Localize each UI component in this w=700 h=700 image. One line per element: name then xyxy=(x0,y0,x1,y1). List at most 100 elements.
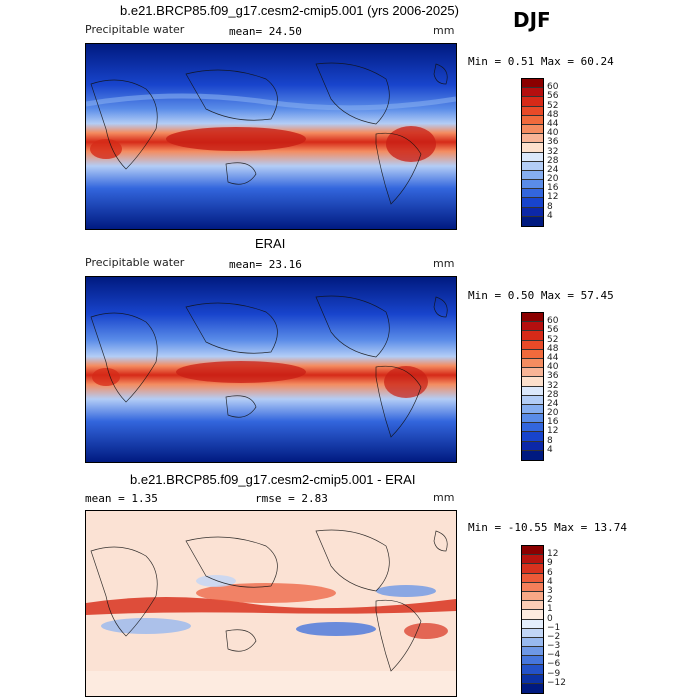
colorbar-tick-label: 20 xyxy=(547,408,559,419)
colorbar-swatch xyxy=(522,152,543,162)
panel1-map xyxy=(85,43,457,230)
colorbar-swatch xyxy=(522,674,543,684)
panel1-max-label: Max = xyxy=(540,55,574,68)
colorbar-tick-label: −2 xyxy=(547,631,561,642)
panel1-max-value: 60.24 xyxy=(580,55,614,68)
colorbar-swatch xyxy=(522,647,543,657)
panel3-title: b.e21.BRCP85.f09_g17.cesm2-cmip5.001 - E… xyxy=(130,472,416,487)
panel2-mean-value: 23.16 xyxy=(268,258,302,271)
colorbar-swatch xyxy=(522,198,543,208)
colorbar-tick-label: 8 xyxy=(547,435,553,446)
colorbar-swatch xyxy=(522,546,543,556)
colorbar-tick-label: 36 xyxy=(547,137,559,148)
colorbar-tick-label: 60 xyxy=(547,316,559,327)
colorbar-swatch xyxy=(522,564,543,574)
colorbar-tick-label: 40 xyxy=(547,362,559,373)
colorbar-swatch xyxy=(522,423,543,433)
colorbar-swatch xyxy=(522,656,543,666)
panel1-min-label: Min = xyxy=(468,55,502,68)
colorbar-tick-label: 24 xyxy=(547,398,559,409)
colorbar-tick-label: 28 xyxy=(547,389,559,400)
colorbar-swatch xyxy=(522,216,543,226)
panel2-title: ERAI xyxy=(255,236,286,251)
panel1-units: mm xyxy=(433,24,455,37)
colorbar-tick-label: 8 xyxy=(547,201,553,212)
colorbar-tick-label: −1 xyxy=(547,622,561,633)
colorbar-swatch xyxy=(522,143,543,153)
colorbar-swatch xyxy=(522,610,543,620)
panel1-mean-value: 24.50 xyxy=(268,25,302,38)
colorbar-tick-label: 44 xyxy=(547,352,559,363)
panel3-colorbar xyxy=(521,545,544,694)
season-label: DJF xyxy=(513,8,551,32)
colorbar-tick-label: 9 xyxy=(547,558,553,569)
colorbar-swatch xyxy=(522,322,543,332)
colorbar-swatch xyxy=(522,207,543,217)
panel2-mean: mean= 23.16 xyxy=(229,258,302,271)
colorbar-swatch xyxy=(522,170,543,181)
panel1-minmax: Min = 0.51 Max = 60.24 xyxy=(468,55,614,68)
colorbar-swatch xyxy=(522,683,543,693)
colorbar-tick-label: 4 xyxy=(547,210,553,221)
colorbar-tick-label: 4 xyxy=(547,576,553,587)
panel3-minmax: Min = -10.55 Max = 13.74 xyxy=(468,521,627,534)
colorbar-swatch xyxy=(522,79,543,89)
colorbar-tick-label: 56 xyxy=(547,91,559,102)
colorbar-swatch xyxy=(522,573,543,583)
colorbar-swatch xyxy=(522,450,543,460)
colorbar-tick-label: 1 xyxy=(547,604,553,615)
colorbar-swatch xyxy=(522,665,543,675)
colorbar-tick-label: 52 xyxy=(547,334,559,345)
colorbar-swatch xyxy=(522,368,543,378)
colorbar-tick-label: 16 xyxy=(547,417,559,428)
panel3-max-label: Max = xyxy=(554,521,588,534)
colorbar-swatch xyxy=(522,555,543,565)
panel2-minmax: Min = 0.50 Max = 57.45 xyxy=(468,289,614,302)
colorbar-tick-label: 4 xyxy=(547,444,553,455)
colorbar-swatch xyxy=(522,582,543,592)
colorbar-swatch xyxy=(522,404,543,415)
panel3-mean-label: mean = xyxy=(85,492,125,505)
panel1-colorbar-labels: 60 56 52 48 44 40 36 32 28 24 20 16 12 8 4 xyxy=(547,78,577,225)
colorbar-swatch xyxy=(522,619,543,629)
panel1-title: b.e21.BRCP85.f09_g17.cesm2-cmip5.001 (yr… xyxy=(120,3,459,18)
panel3-mean: mean = 1.35 xyxy=(85,492,158,505)
panel3-max-value: 13.74 xyxy=(593,521,627,534)
panel2-variable: Precipitable water xyxy=(85,256,185,269)
colorbar-tick-label: −9 xyxy=(547,668,561,679)
panel2-colorbar-labels: 60 56 52 48 44 40 36 32 28 24 20 16 12 8 4 xyxy=(547,312,577,459)
colorbar-swatch xyxy=(522,395,543,405)
panel3-colorbar-labels: 12 9 6 4 3 2 1 0 −1 −2 −3 −4 −6 −9 −12 xyxy=(547,545,577,692)
panel2-units: mm xyxy=(433,257,455,270)
panel1-mean-label: mean= xyxy=(229,25,263,38)
panel1-colorbar xyxy=(521,78,544,227)
colorbar-tick-label: 32 xyxy=(547,380,559,391)
colorbar-tick-label: 12 xyxy=(547,426,559,437)
colorbar-tick-label: 12 xyxy=(547,192,559,203)
colorbar-swatch xyxy=(522,134,543,144)
colorbar-swatch xyxy=(522,97,543,107)
colorbar-tick-label: 52 xyxy=(547,100,559,111)
colorbar-swatch xyxy=(522,340,543,350)
colorbar-tick-label: 48 xyxy=(547,343,559,354)
colorbar-swatch xyxy=(522,313,543,323)
panel2-mean-label: mean= xyxy=(229,258,263,271)
colorbar-tick-label: −4 xyxy=(547,650,561,661)
panel3-min-value: -10.55 xyxy=(507,521,548,534)
colorbar-swatch xyxy=(522,432,543,442)
panel1-mean: mean= 24.50 xyxy=(229,25,302,38)
colorbar-swatch xyxy=(522,115,543,125)
panel3-min-label: Min = xyxy=(468,521,502,534)
panel3-rmse-label: rmse = xyxy=(255,492,295,505)
panel1-min-value: 0.51 xyxy=(507,55,535,68)
colorbar-tick-label: 40 xyxy=(547,128,559,139)
colorbar-swatch xyxy=(522,161,543,171)
colorbar-swatch xyxy=(522,591,543,602)
colorbar-tick-label: 48 xyxy=(547,109,559,120)
colorbar-swatch xyxy=(522,189,543,199)
colorbar-swatch xyxy=(522,628,543,638)
panel2-map xyxy=(85,276,457,463)
colorbar-swatch xyxy=(522,377,543,387)
colorbar-tick-label: 36 xyxy=(547,371,559,382)
colorbar-tick-label: 2 xyxy=(547,595,553,606)
